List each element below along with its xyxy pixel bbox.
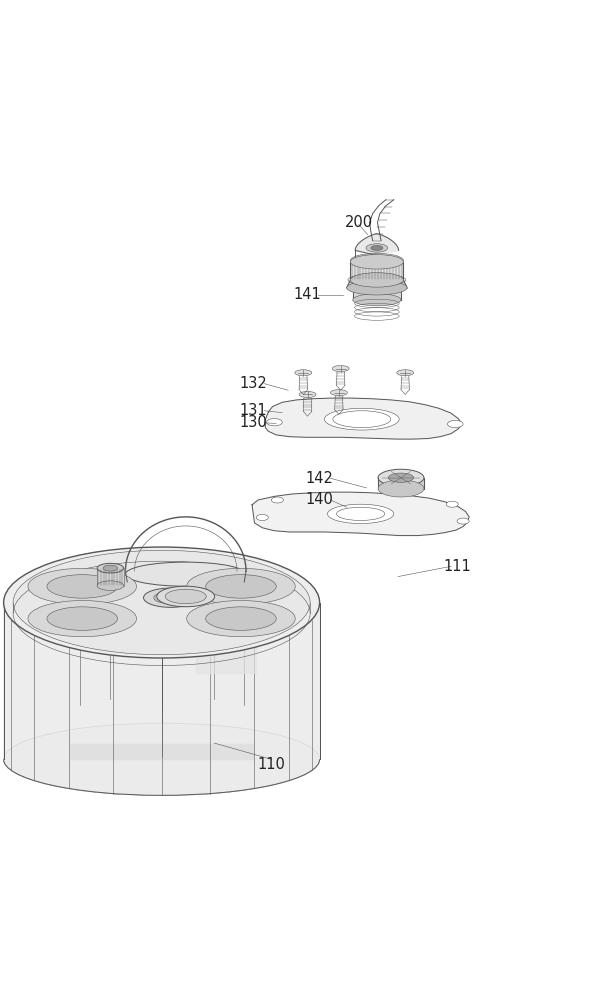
Polygon shape <box>4 603 320 795</box>
Text: 140: 140 <box>306 492 333 508</box>
Ellipse shape <box>267 419 282 426</box>
Ellipse shape <box>371 246 383 250</box>
Ellipse shape <box>13 550 310 655</box>
Ellipse shape <box>327 504 394 524</box>
Text: 130: 130 <box>239 415 267 430</box>
Ellipse shape <box>103 565 118 571</box>
Polygon shape <box>353 287 401 300</box>
Ellipse shape <box>144 588 198 607</box>
Polygon shape <box>355 234 399 261</box>
Text: 142: 142 <box>306 471 333 486</box>
Ellipse shape <box>165 589 206 604</box>
Ellipse shape <box>187 601 295 637</box>
Ellipse shape <box>47 575 118 598</box>
Ellipse shape <box>347 281 407 295</box>
Ellipse shape <box>206 575 276 598</box>
Text: 110: 110 <box>257 757 285 772</box>
Ellipse shape <box>271 497 283 503</box>
Ellipse shape <box>4 723 320 795</box>
Text: 200: 200 <box>345 215 373 230</box>
Ellipse shape <box>446 501 458 507</box>
Ellipse shape <box>378 469 424 486</box>
Ellipse shape <box>256 514 268 521</box>
Text: 141: 141 <box>294 287 321 302</box>
Ellipse shape <box>299 391 316 397</box>
Text: 132: 132 <box>239 376 267 391</box>
Polygon shape <box>70 744 253 759</box>
Polygon shape <box>252 492 469 536</box>
Ellipse shape <box>4 547 320 658</box>
Ellipse shape <box>28 601 136 637</box>
Ellipse shape <box>350 253 403 268</box>
Ellipse shape <box>97 563 124 573</box>
Ellipse shape <box>332 366 349 372</box>
Ellipse shape <box>366 244 388 252</box>
Ellipse shape <box>378 480 424 497</box>
Ellipse shape <box>187 568 295 605</box>
Ellipse shape <box>350 273 403 287</box>
Ellipse shape <box>447 420 463 428</box>
Ellipse shape <box>47 607 118 630</box>
Ellipse shape <box>397 370 414 376</box>
Ellipse shape <box>154 592 188 604</box>
Ellipse shape <box>125 562 246 586</box>
Polygon shape <box>97 568 124 586</box>
Text: 111: 111 <box>443 559 471 574</box>
Polygon shape <box>347 280 407 288</box>
Ellipse shape <box>324 408 399 430</box>
Ellipse shape <box>330 390 347 396</box>
Ellipse shape <box>206 607 276 630</box>
Ellipse shape <box>457 518 469 524</box>
Polygon shape <box>350 262 403 280</box>
Polygon shape <box>197 600 256 673</box>
Ellipse shape <box>350 255 403 269</box>
Polygon shape <box>13 603 310 613</box>
Ellipse shape <box>295 370 312 376</box>
Polygon shape <box>378 478 424 489</box>
Ellipse shape <box>157 586 215 607</box>
Text: 131: 131 <box>239 403 267 418</box>
Ellipse shape <box>353 294 401 306</box>
Ellipse shape <box>388 473 414 482</box>
Ellipse shape <box>97 581 124 590</box>
Ellipse shape <box>28 568 136 605</box>
Polygon shape <box>265 398 462 439</box>
